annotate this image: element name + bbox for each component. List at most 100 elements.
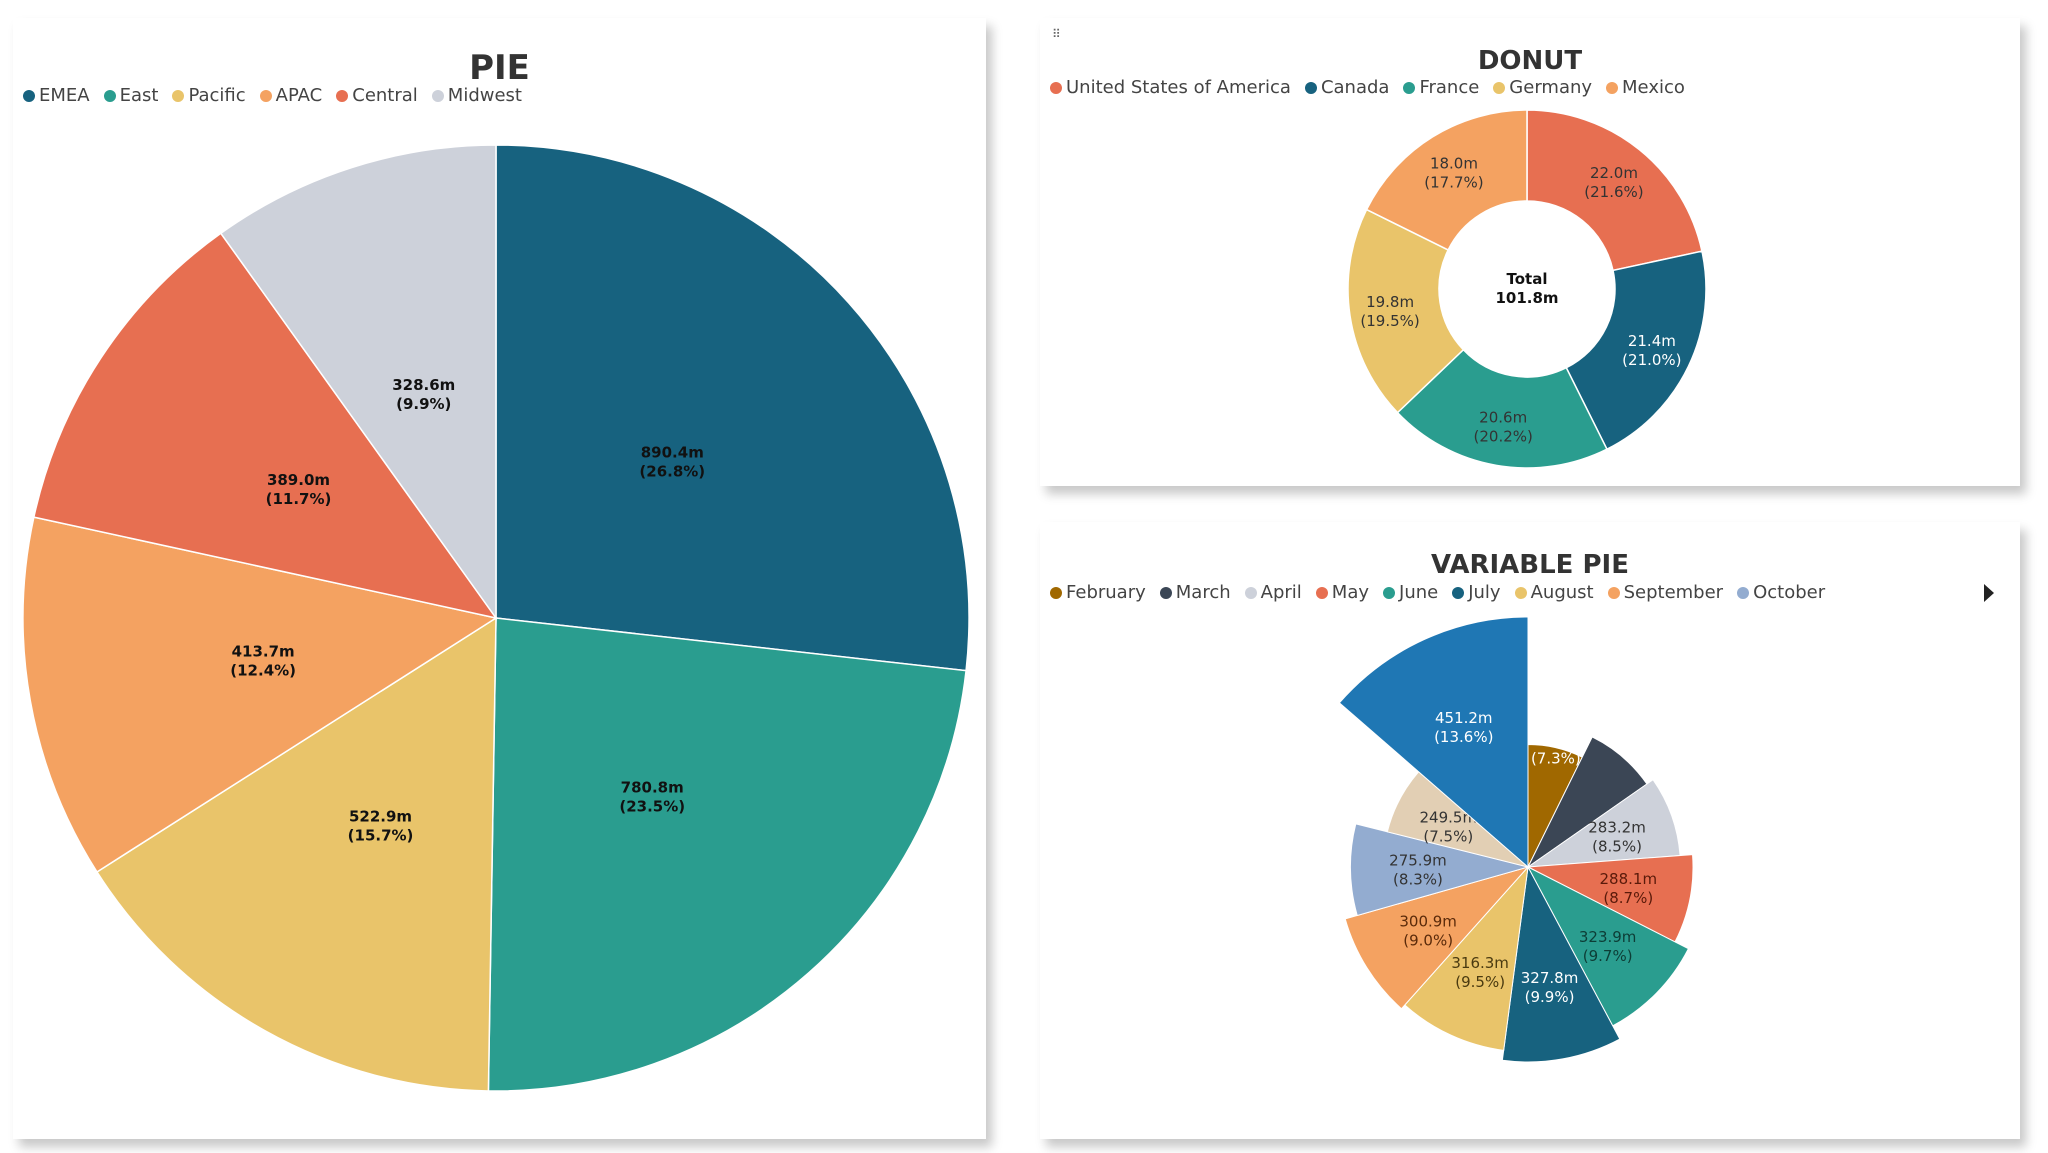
- legend-label: April: [1260, 582, 1302, 603]
- legend-label: France: [1419, 77, 1480, 98]
- legend-dot-icon: [431, 89, 444, 102]
- pie-slice-value-label: 522.9m: [349, 807, 412, 825]
- legend-item-pacific[interactable]: Pacific: [172, 85, 246, 106]
- donut-slice[interactable]: [1565, 250, 1707, 451]
- legend-item-may[interactable]: May: [1315, 582, 1370, 603]
- legend-label: APAC: [275, 85, 323, 106]
- legend-label: September: [1623, 582, 1724, 603]
- legend-dot-icon: [259, 89, 272, 102]
- donut-slice[interactable]: [1396, 348, 1608, 469]
- variable-pie-slice-percent-label: (8.7%): [1603, 889, 1653, 907]
- legend-item-july[interactable]: July: [1452, 582, 1501, 603]
- pie-slice-value-label: 328.6m: [392, 376, 455, 394]
- pie-slice-value-label: 890.4m: [641, 443, 704, 461]
- legend-label: May: [1331, 582, 1370, 603]
- legend-item-june[interactable]: June: [1383, 582, 1438, 603]
- donut-slice-percent-label: (19.5%): [1360, 312, 1419, 330]
- variable-pie-slice-october[interactable]: [1350, 823, 1530, 917]
- legend-dot-icon: [1514, 586, 1527, 599]
- donut-slice[interactable]: [1526, 109, 1703, 272]
- donut-slice[interactable]: [1365, 109, 1528, 251]
- pie-slice-pacific[interactable]: [95, 616, 497, 1092]
- legend-dot-icon: [1244, 586, 1257, 599]
- donut-center-label: Total: [1507, 270, 1548, 288]
- legend-dot-icon: [23, 89, 35, 102]
- legend-item-october[interactable]: October: [1737, 582, 1825, 603]
- legend-dot-icon: [1383, 586, 1396, 599]
- legend-dot-icon: [1737, 586, 1750, 599]
- legend-label: Central: [352, 85, 418, 106]
- variable-pie-slice-percent-label: (13.6%): [1434, 728, 1493, 746]
- pie-slice-percent-label: (15.7%): [348, 826, 414, 844]
- variable-pie-slice-percent-label: (7.5%): [1423, 827, 1473, 845]
- legend-label: June: [1399, 582, 1439, 603]
- legend-dot-icon: [336, 89, 349, 102]
- variable-pie-slice-may[interactable]: [1526, 854, 1694, 943]
- legend-label: February: [1066, 582, 1146, 603]
- legend-item-france[interactable]: France: [1403, 77, 1479, 98]
- legend-item-germany[interactable]: Germany: [1493, 77, 1592, 98]
- legend-label: United States of America: [1066, 77, 1291, 98]
- pie-slice-midwest[interactable]: [219, 144, 497, 621]
- legend-label: Mexico: [1622, 77, 1685, 98]
- legend-dot-icon: [1607, 586, 1620, 599]
- pie-title: PIE: [469, 48, 530, 88]
- variable-pie-slice-july[interactable]: [1501, 865, 1621, 1063]
- pie-slice-east[interactable]: [487, 617, 967, 1092]
- pie-slice-value-label: 780.8m: [621, 779, 684, 797]
- legend-item-emea[interactable]: EMEA: [23, 85, 90, 106]
- legend-item-september[interactable]: September: [1607, 582, 1724, 603]
- pie-chart: 890.4m(26.8%) 780.8m(23.5%) 522.9m(15.7%) 4…: [22, 144, 970, 1092]
- variable-pie-slice-december[interactable]: [1338, 616, 1529, 869]
- legend-dot-icon: [1403, 81, 1416, 94]
- pie-slice-central[interactable]: [32, 232, 498, 620]
- donut-slice-value-label: 21.4m: [1628, 332, 1676, 350]
- legend-item-mexico[interactable]: Mexico: [1606, 77, 1685, 98]
- pie-slice-percent-label: (11.7%): [266, 490, 332, 508]
- legend-dot-icon: [1159, 586, 1172, 599]
- legend-dot-icon: [1050, 81, 1062, 94]
- variable-pie-slice-august[interactable]: [1404, 865, 1529, 1051]
- variable-pie-slice-value-label: 327.8m: [1521, 969, 1579, 987]
- variable-pie-slice-value-label: 316.3m: [1451, 954, 1509, 972]
- legend-item-canada[interactable]: Canada: [1304, 77, 1389, 98]
- legend-item-apac[interactable]: APAC: [259, 85, 323, 106]
- legend-item-march[interactable]: March: [1159, 582, 1231, 603]
- variable-pie-slice-percent-label: (8.3%): [1393, 871, 1443, 889]
- legend-item-east[interactable]: East: [103, 85, 159, 106]
- legend-item-midwest[interactable]: Midwest: [431, 85, 522, 106]
- donut-slice-value-label: 22.0m: [1590, 164, 1638, 182]
- variable-pie-slice-value-label: 283.2m: [1588, 818, 1646, 836]
- variable-pie-slice-september[interactable]: [1344, 866, 1530, 1010]
- legend-item-august[interactable]: August: [1514, 582, 1594, 603]
- legend-item-central[interactable]: Central: [336, 85, 418, 106]
- legend-label: East: [119, 85, 159, 106]
- donut-panel: ⠿ DONUT United States of America Canada Fr…: [1040, 18, 2020, 486]
- legend-next-arrow-icon[interactable]: [1984, 584, 1994, 602]
- legend-dot-icon: [103, 89, 116, 102]
- legend-item-april[interactable]: April: [1244, 582, 1302, 603]
- pie-slice-percent-label: (12.4%): [230, 661, 296, 679]
- pie-legend: EMEA East Pacific APAC Central Midwest: [23, 85, 522, 106]
- legend-dot-icon: [1606, 81, 1619, 94]
- variable-pie-slice-percent-label: (9.9%): [1525, 988, 1575, 1006]
- legend-label: Midwest: [447, 85, 522, 106]
- pie-slice-emea[interactable]: [495, 144, 970, 672]
- drag-grip-icon[interactable]: ⠿: [1052, 27, 1062, 41]
- variable-pie-title: VARIABLE PIE: [1431, 550, 1629, 580]
- variable-pie-slice-value-label: 243.5m: [1527, 731, 1585, 749]
- pie-slice-value-label: 389.0m: [267, 471, 330, 489]
- variable-pie-slice-june[interactable]: [1526, 865, 1690, 1027]
- donut-slice[interactable]: [1347, 208, 1465, 414]
- legend-item-united-states-of-america[interactable]: United States of America: [1050, 77, 1291, 98]
- legend-label: EMEA: [39, 85, 90, 106]
- donut-slice-percent-label: (17.7%): [1424, 173, 1483, 191]
- variable-pie-slice-percent-label: (9.7%): [1583, 947, 1633, 965]
- pie-slice-apac[interactable]: [22, 516, 498, 873]
- variable-pie-slice-value-label: 451.2m: [1435, 709, 1493, 727]
- legend-dot-icon: [1315, 586, 1328, 599]
- variable-pie-slice-percent-label: (8.5%): [1592, 837, 1642, 855]
- legend-label: August: [1530, 582, 1594, 603]
- legend-item-february[interactable]: February: [1050, 582, 1146, 603]
- variable-pie-slice-value-label: 275.9m: [1389, 852, 1447, 870]
